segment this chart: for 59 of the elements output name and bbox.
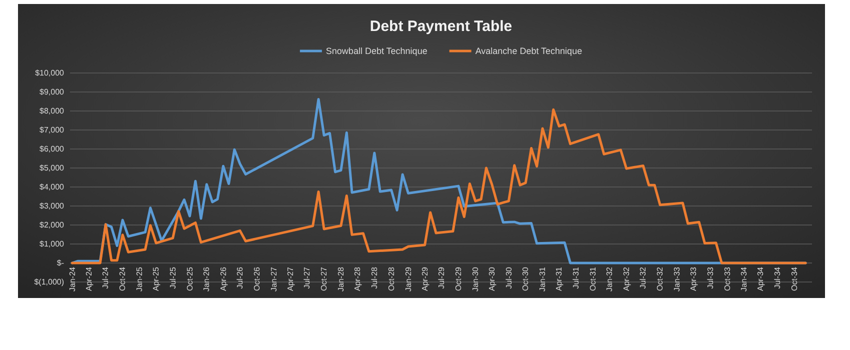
x-tick-label: Oct-28 [386,266,396,292]
y-tick-label: $7,000 [40,126,65,135]
x-tick-label: Jul-32 [638,266,648,289]
y-tick-label: $- [56,258,64,268]
x-tick-label: Apr-26 [218,266,228,292]
x-tick-label: Jul-28 [370,266,379,289]
x-tick-label: Jul-29 [437,266,446,289]
chart-title: Debt Payment Table [370,18,512,35]
x-tick-label: Jul-27 [302,266,312,289]
x-tick-label: Oct-33 [722,266,732,292]
x-tick-label: Jul-34 [772,266,782,289]
x-tick-label: Apr-30 [488,266,497,292]
y-tick-label: $9,000 [40,88,65,97]
x-tick-label: Jan-33 [672,266,682,292]
y-tick-label: $2,000 [40,220,65,230]
x-tick-label: Oct-32 [656,266,665,292]
x-tick-label: Apr-25 [152,266,161,292]
x-tick-label: Jan-27 [269,266,278,292]
x-tick-label: Jan-26 [202,266,212,292]
x-tick-label: Jul-33 [706,266,715,289]
x-tick-label: Apr-28 [353,266,362,292]
legend-label: Avalanche Debt Technique [475,46,582,56]
y-tick-label: $6,000 [40,144,65,154]
x-tick-label: Jul-30 [504,266,514,289]
x-tick-label: Oct-25 [185,266,194,292]
x-tick-label: Oct-26 [252,266,262,292]
x-tick-label: Jul-24 [101,266,110,289]
y-tick-label: $3,000 [40,202,65,211]
x-tick-label: Jan-34 [740,266,749,292]
x-tick-label: Jan-31 [538,266,548,292]
legend-label: Snowball Debt Technique [326,46,428,56]
x-tick-label: Jul-25 [168,266,178,289]
x-tick-label: Jul-26 [236,266,245,289]
x-tick-label: Oct-27 [320,266,329,292]
y-tick-label: $10,000 [35,68,65,78]
x-tick-label: Oct-29 [454,266,464,292]
x-tick-label: Jan-30 [470,266,480,292]
x-tick-label: Jan-28 [336,266,346,292]
y-tick-label: $8,000 [40,106,65,116]
x-tick-label: Jan-24 [68,266,77,292]
x-tick-label: Oct-31 [588,266,598,292]
x-tick-label: Apr-34 [756,266,766,292]
x-tick-label: Oct-24 [118,266,128,292]
x-tick-label: Apr-29 [420,266,430,292]
y-tick-label: $(1,000) [34,278,64,287]
x-tick-label: Apr-24 [84,266,94,292]
y-tick-label: $4,000 [40,182,65,192]
x-tick-label: Jan-32 [605,266,614,292]
x-tick-label: Apr-33 [689,266,698,292]
x-tick-label: Oct-30 [521,266,530,292]
x-tick-label: Jan-29 [404,266,413,292]
y-tick-label: $1,000 [40,240,65,249]
x-tick-label: Apr-32 [622,266,631,292]
y-tick-label: $5,000 [40,164,65,173]
x-tick-label: Jan-25 [135,266,144,292]
x-tick-label: Oct-34 [790,266,799,292]
x-tick-label: Apr-31 [554,266,564,292]
x-tick-label: Apr-27 [286,266,295,292]
x-tick-label: Jul-31 [571,266,580,289]
